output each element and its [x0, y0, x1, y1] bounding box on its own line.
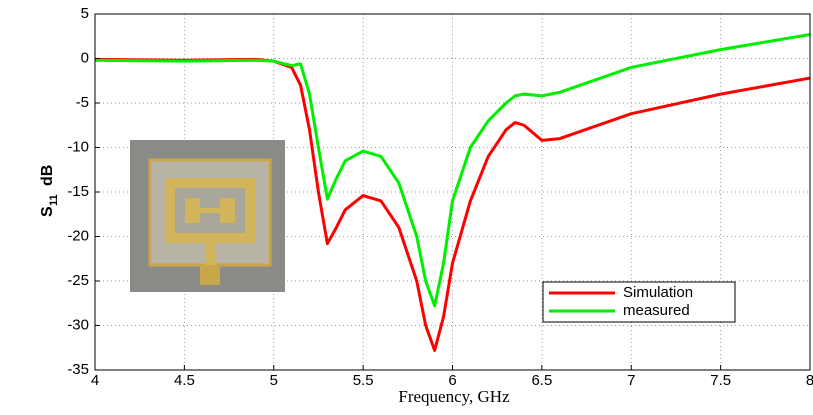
- inset-photo: [130, 140, 285, 292]
- y-tick-label: -25: [67, 272, 89, 289]
- y-label-sub: 11: [48, 194, 60, 206]
- y-axis-label: S 11 dB: [39, 165, 60, 217]
- x-tick-label: 5.5: [353, 372, 374, 389]
- legend-label: Simulation: [623, 284, 693, 301]
- plot-frame: [94, 13, 811, 371]
- series-line: [94, 32, 811, 308]
- x-tick-label: 6.5: [531, 372, 552, 389]
- x-tick-label: 7.5: [710, 372, 731, 389]
- y-tick-label: -30: [67, 316, 89, 333]
- x-tick-label: 4: [91, 372, 99, 389]
- legend-label: measured: [623, 302, 690, 319]
- y-label-main: S: [39, 206, 56, 217]
- legend-box: [542, 281, 736, 323]
- x-tick-label: 8: [806, 372, 813, 389]
- y-tick-label: -15: [67, 183, 89, 200]
- y-label-unit: dB: [39, 165, 56, 186]
- x-tick-label: 7: [627, 372, 635, 389]
- x-tick-label: 4.5: [174, 372, 195, 389]
- y-tick-label: 0: [81, 49, 89, 66]
- x-tick-label: 6: [448, 372, 456, 389]
- y-tick-label: 5: [81, 5, 89, 22]
- y-tick-label: -5: [76, 94, 89, 111]
- y-tick-label: -20: [67, 227, 89, 244]
- series-line: [94, 57, 811, 352]
- x-axis-label: Frequency, GHz: [398, 387, 510, 406]
- x-tick-label: 5: [270, 372, 278, 389]
- y-tick-label: -10: [67, 138, 89, 155]
- y-tick-label: -35: [67, 361, 89, 378]
